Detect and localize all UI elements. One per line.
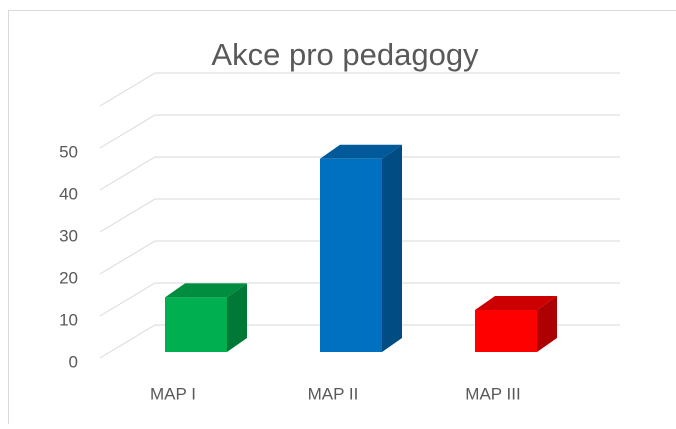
bar (475, 310, 537, 352)
x-tick-label: MAP III (465, 384, 520, 403)
bar (165, 297, 227, 352)
y-tick-label: 50 (59, 142, 78, 161)
y-tick-label: 0 (69, 352, 78, 371)
x-tick-label: MAP I (150, 384, 196, 403)
y-tick-label: 40 (59, 184, 78, 203)
x-tick-label: MAP II (308, 384, 359, 403)
bar-side (382, 145, 402, 352)
y-tick-label: 30 (59, 226, 78, 245)
chart-title: Akce pro pedagogy (211, 37, 479, 72)
y-tick-label: 10 (59, 310, 78, 329)
bar (320, 159, 382, 352)
y-tick-label: 20 (59, 268, 78, 287)
